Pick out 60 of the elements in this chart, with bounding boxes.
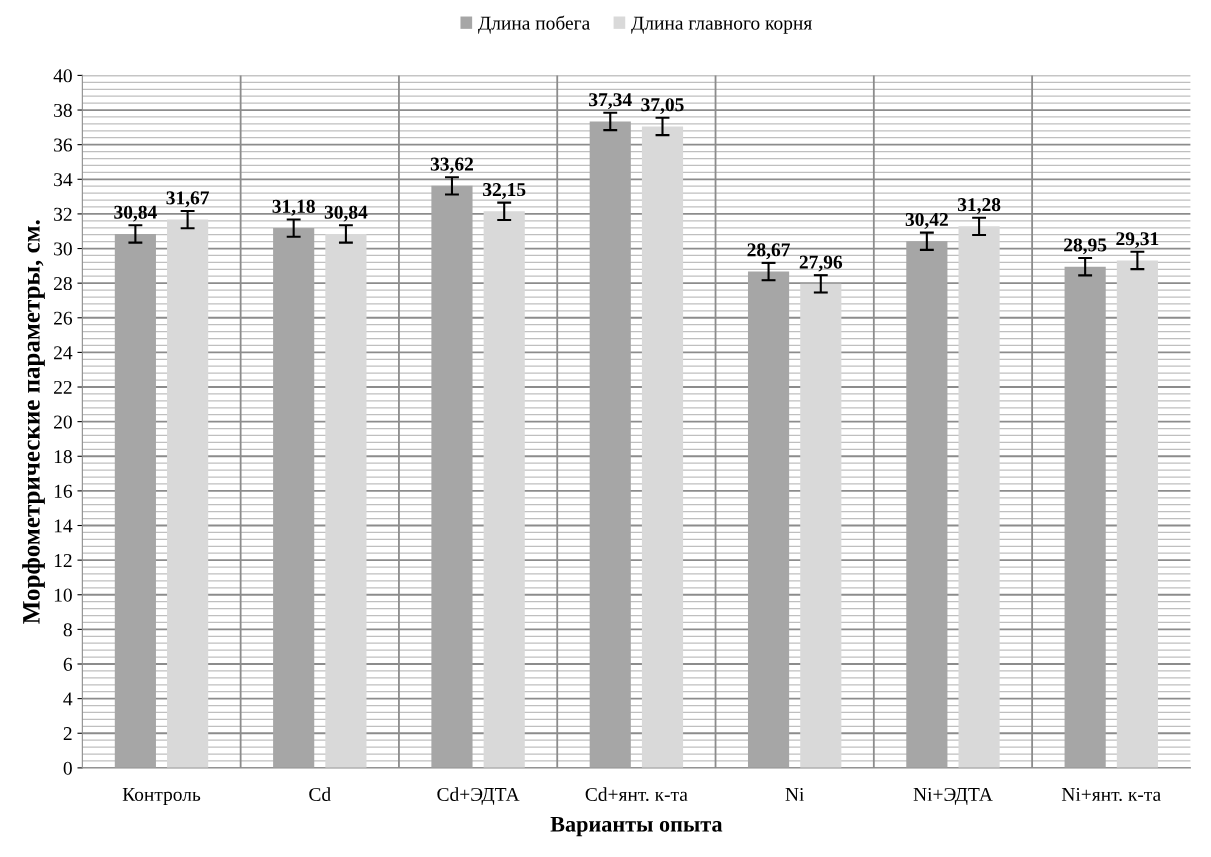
bar <box>325 233 367 768</box>
y-tick-label: 6 <box>63 657 73 671</box>
y-tick-label: 22 <box>54 380 72 394</box>
bar <box>958 226 1000 768</box>
y-tick-label: 0 <box>63 761 72 775</box>
y-tick-label: 2 <box>63 727 72 740</box>
x-tick-label: Контроль <box>122 788 201 805</box>
data-label: 31,28 <box>957 198 1001 214</box>
bar <box>906 241 948 768</box>
bar <box>641 126 684 768</box>
x-axis-title: Варианты опыта <box>550 816 723 837</box>
data-label: 33,62 <box>430 157 474 174</box>
x-tick-label: Ni+ЭДТА <box>913 787 993 805</box>
legend-label: Длина главного корня <box>631 16 812 34</box>
data-label: 30,84 <box>324 205 368 222</box>
x-tick-label: Cd <box>309 787 331 801</box>
x-tick-label: Ni <box>785 787 805 801</box>
y-tick-label: 30 <box>54 242 72 256</box>
y-tick-label: 12 <box>54 554 72 567</box>
data-label: 37,34 <box>589 93 632 110</box>
y-tick-label: 38 <box>54 103 72 117</box>
bar <box>273 228 315 768</box>
y-tick-label: 10 <box>54 588 72 602</box>
y-tick-label: 8 <box>63 623 72 637</box>
legend-label: Длина побега <box>478 15 590 34</box>
bar <box>114 233 156 768</box>
bar <box>167 219 209 768</box>
data-label: 28,95 <box>1064 238 1107 255</box>
y-tick-label: 32 <box>54 207 72 221</box>
data-label: 30,84 <box>114 205 157 222</box>
x-tick-label: Ni+янт. к-та <box>1061 787 1161 802</box>
bar <box>1116 260 1158 768</box>
y-axis-title: Морфометрические параметры, см. <box>22 220 45 624</box>
data-label: 30,42 <box>905 212 948 229</box>
y-tick-label: 16 <box>54 484 73 498</box>
y-tick-label: 28 <box>54 276 72 291</box>
bar <box>1064 266 1106 768</box>
x-tick-label: Cd+янт. к-та <box>585 787 688 802</box>
data-label: 29,31 <box>1116 232 1159 249</box>
y-tick-label: 4 <box>63 692 73 706</box>
data-label: 27,96 <box>799 255 843 272</box>
x-tick-label: Cd+ЭДТА <box>437 787 520 805</box>
y-tick-label: 24 <box>54 346 73 360</box>
data-label: 28,67 <box>747 243 790 260</box>
bar <box>431 185 473 768</box>
data-label: 37,05 <box>641 98 684 115</box>
y-tick-label: 36 <box>54 138 73 152</box>
bar <box>800 283 842 768</box>
y-tick-label: 26 <box>54 311 73 325</box>
y-tick-label: 18 <box>54 450 72 464</box>
data-label: 31,18 <box>272 199 315 216</box>
y-tick-label: 14 <box>54 519 73 533</box>
y-tick-label: 34 <box>54 173 73 187</box>
data-label: 31,67 <box>166 191 210 208</box>
data-label: 32,15 <box>483 183 526 199</box>
bar <box>589 121 631 768</box>
y-tick-label: 20 <box>54 415 72 429</box>
bar <box>483 211 525 768</box>
y-tick-label: 40 <box>53 69 72 83</box>
bar <box>747 271 790 768</box>
